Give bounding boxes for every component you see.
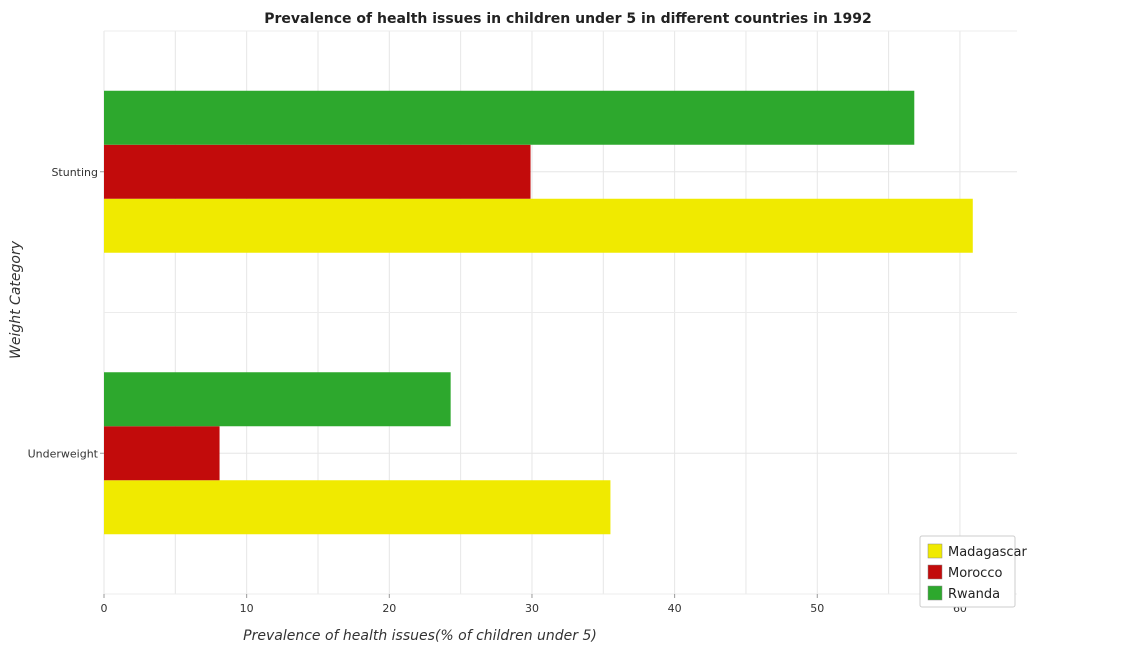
y-tick-label: Stunting bbox=[51, 166, 98, 179]
x-tick-label: 50 bbox=[810, 602, 824, 615]
x-tick-label: 10 bbox=[240, 602, 254, 615]
bar-underweight-morocco bbox=[104, 426, 220, 481]
legend-label-madagascar: Madagascar bbox=[948, 545, 1028, 560]
legend-swatch-madagascar bbox=[927, 543, 943, 559]
legend-swatch-morocco bbox=[927, 564, 943, 580]
x-tick-label: 30 bbox=[525, 602, 539, 615]
legend-label-rwanda: Rwanda bbox=[948, 587, 1000, 602]
legend-box bbox=[919, 535, 1016, 608]
x-tick-label: 0 bbox=[101, 602, 108, 615]
legend-swatch-rwanda bbox=[927, 585, 943, 601]
bar-stunting-madagascar bbox=[104, 198, 973, 253]
plot-area bbox=[103, 30, 1017, 595]
x-tick-label: 20 bbox=[382, 602, 396, 615]
chart-title: Prevalence of health issues in children … bbox=[264, 11, 872, 27]
y-tick-label: Underweight bbox=[28, 447, 99, 460]
bar-underweight-madagascar bbox=[104, 480, 611, 535]
x-tick-label: 40 bbox=[668, 602, 682, 615]
y-axis-label: Weight Category bbox=[8, 240, 24, 359]
x-axis-label: Prevalence of health issues(% of childre… bbox=[243, 628, 597, 644]
legend: Madagascar Morocco Rwanda bbox=[919, 535, 1028, 608]
bar-stunting-rwanda bbox=[104, 90, 915, 145]
bar-underweight-rwanda bbox=[104, 372, 451, 427]
bar-stunting-morocco bbox=[104, 144, 531, 199]
legend-label-morocco: Morocco bbox=[948, 566, 1002, 581]
